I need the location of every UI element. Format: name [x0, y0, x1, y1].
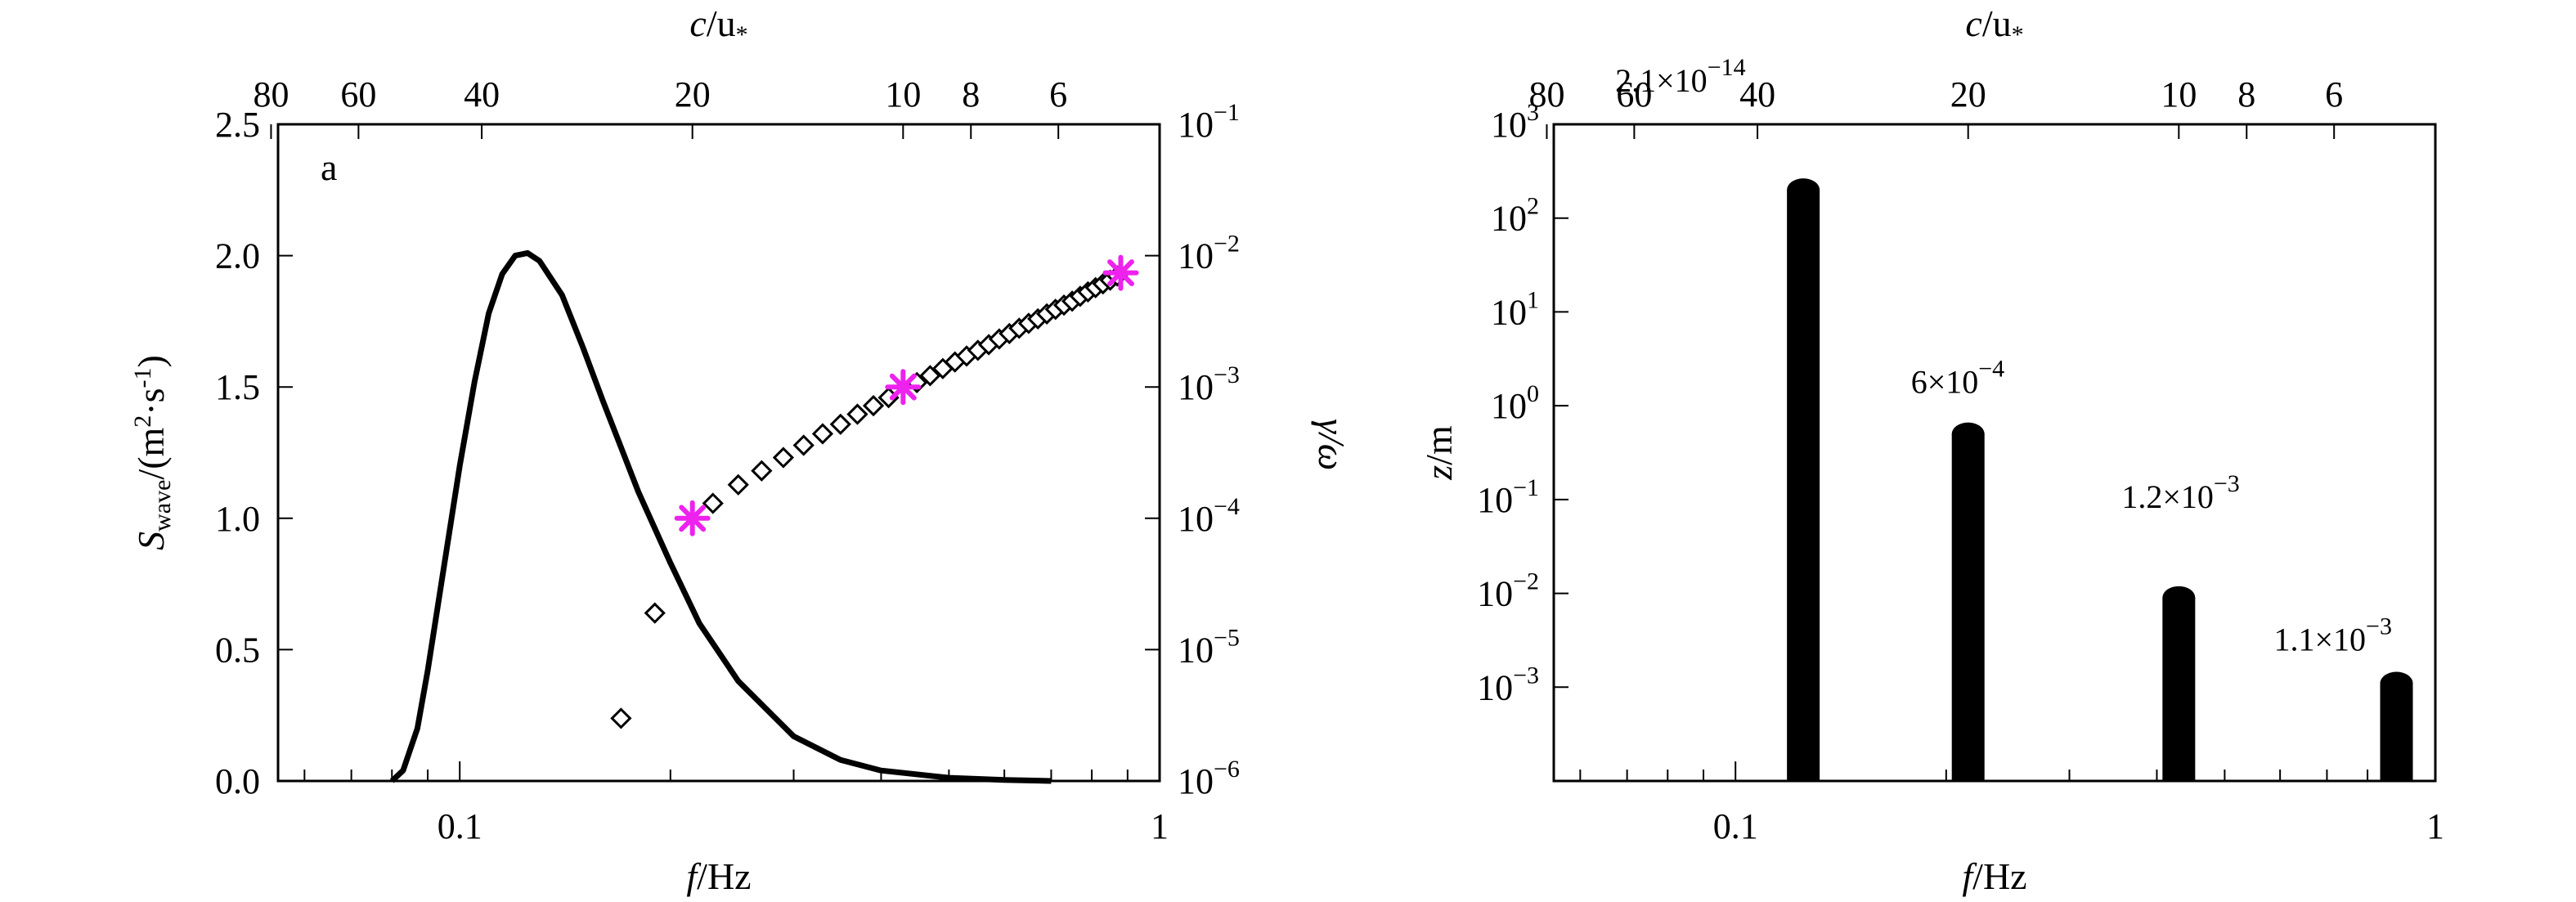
bar-annotation-label: 1.1×10−3	[2273, 613, 2391, 658]
y-tick-label: 102	[1491, 193, 1539, 239]
y-right-tick-label: 10−2	[1178, 231, 1240, 276]
growth-rate-diamond	[811, 423, 834, 445]
top-x-tick-label: 60	[1616, 74, 1652, 114]
panel-a-tick-labels: 0.1 1 80 60 40 20 10 8 6 0.0 0.5 1.0 1.5 2.0 2.5 10−6 10…	[215, 74, 1240, 846]
panel-a-growth-rate-markers	[610, 254, 1139, 729]
y-tick-label: 10−2	[1477, 568, 1539, 614]
x-tick-label: 1	[1151, 806, 1169, 846]
top-x-tick-label: 40	[464, 74, 500, 114]
chart-panel-a: 0.1 1 80 60 40 20 10 8 6 0.0 0.5 1.0 1.5 2.0 2.5 10−6 10…	[129, 2, 1353, 897]
top-x-tick-label: 40	[1739, 74, 1775, 114]
y-tick-label: 10−3	[1477, 662, 1539, 707]
growth-rate-diamond	[644, 602, 666, 624]
x-tick-label: 1	[2426, 806, 2444, 846]
panel-a-right-y-axis-label: γ/ω	[1311, 419, 1353, 470]
panel-a-letter: a	[321, 146, 337, 188]
top-x-tick-label: 20	[675, 74, 711, 114]
y-left-tick-label: 1.5	[215, 367, 260, 407]
panel-b-bar-annotations: 2.1×10−14 6×10−4 1.2×10−3 1.1×10−3	[1615, 54, 2392, 657]
panel-a-frame	[276, 123, 1161, 783]
panel-b-frame	[1552, 123, 2437, 783]
y-left-tick-label: 2.5	[215, 105, 260, 145]
panel-b-bars	[1787, 178, 2413, 782]
y-right-tick-label: 10−4	[1178, 493, 1240, 539]
top-x-tick-label: 6	[2325, 74, 2343, 114]
growth-rate-diamond	[702, 492, 724, 514]
top-x-tick-label: 8	[962, 74, 980, 114]
y-tick-label: 103	[1491, 99, 1539, 145]
top-x-tick-label: 80	[1528, 74, 1564, 114]
top-x-tick-label: 20	[1950, 74, 1986, 114]
x-tick-label: 0.1	[1713, 806, 1758, 846]
panel-a-left-y-axis-label: Swave/(m2·s-1)	[129, 355, 176, 550]
growth-rate-diamond	[610, 707, 632, 729]
y-tick-label: 100	[1491, 380, 1539, 426]
highlight-star-marker	[1102, 254, 1139, 291]
growth-rate-diamond	[751, 460, 773, 482]
height-bar	[1951, 422, 1985, 781]
growth-rate-diamond	[829, 413, 851, 435]
panel-b-x-axis-label: f/Hz	[1962, 855, 2026, 897]
y-left-tick-label: 1.0	[215, 499, 260, 539]
y-left-tick-label: 0.5	[215, 630, 260, 670]
y-tick-label: 10−1	[1477, 474, 1539, 520]
panel-b-top-axis-label: c/u*	[1965, 2, 2023, 48]
x-tick-label: 0.1	[438, 806, 482, 846]
height-bar	[2162, 586, 2196, 781]
y-right-tick-label: 10−6	[1178, 756, 1240, 801]
growth-rate-diamond	[727, 473, 749, 496]
growth-rate-diamond	[846, 403, 868, 425]
panel-a-top-axis-label: c/u*	[689, 2, 747, 48]
height-bar	[1787, 178, 1820, 782]
top-x-tick-label: 60	[340, 74, 376, 114]
top-x-tick-label: 10	[2161, 74, 2197, 114]
y-tick-label: 101	[1491, 286, 1539, 332]
panel-a-spectrum-curve	[389, 249, 1052, 784]
panel-a-ticks	[270, 123, 1160, 782]
y-left-tick-label: 2.0	[215, 236, 260, 276]
y-right-tick-label: 10−3	[1178, 361, 1240, 407]
bar-annotation-label: 6×10−4	[1911, 356, 2004, 401]
y-right-tick-label: 10−1	[1178, 99, 1240, 145]
growth-rate-diamond	[772, 447, 795, 469]
panel-b-tick-labels: 0.1 1 80 60 40 20 10 8 6 10−3 10−2 10−1 100 101 102 103	[1477, 74, 2444, 846]
top-x-tick-label: 80	[253, 74, 289, 114]
bar-annotation-label: 2.1×10−14	[1615, 54, 1745, 99]
growth-rate-diamond	[862, 394, 885, 417]
highlight-star-marker	[885, 369, 922, 406]
wave-spectrum-line	[389, 249, 1052, 784]
top-x-tick-label: 10	[885, 74, 921, 114]
bar-annotation-label: 1.2×10−3	[2121, 470, 2239, 515]
top-x-tick-label: 6	[1049, 74, 1067, 114]
chart-panel-b: 0.1 1 80 60 40 20 10 8 6 10−3 10−2 10−1 100 101 102 103…	[1418, 2, 2444, 897]
y-right-tick-label: 10−5	[1178, 624, 1240, 670]
y-left-tick-label: 0.0	[215, 761, 260, 801]
panel-b-ticks	[1546, 123, 2436, 781]
panel-b-y-axis-label: z/m	[1418, 425, 1460, 481]
growth-rate-diamond	[792, 434, 815, 456]
panel-a-x-axis-label: f/Hz	[686, 855, 751, 897]
highlight-star-marker	[674, 500, 711, 536]
height-bar	[2380, 671, 2413, 781]
top-x-tick-label: 8	[2237, 74, 2255, 114]
